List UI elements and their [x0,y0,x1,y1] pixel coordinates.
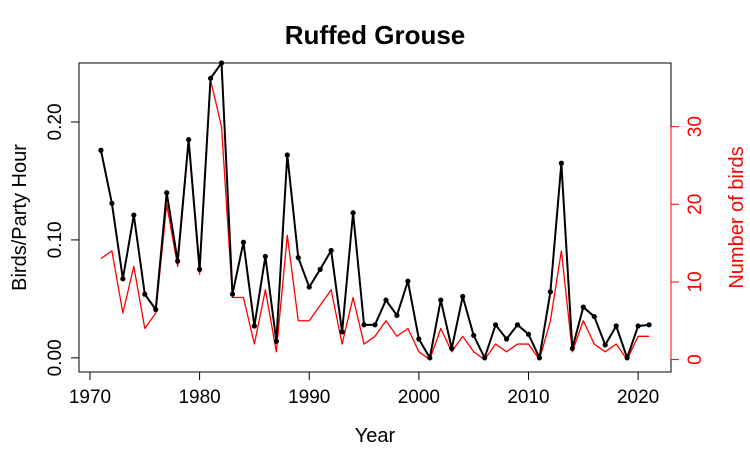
data-point [558,160,564,166]
data-point [350,210,356,216]
y2-tick-label: 20 [685,194,706,215]
y-tick-label: 0.10 [45,221,66,258]
data-point [569,345,575,352]
data-point [503,336,510,342]
data-point [153,306,159,313]
data-point [613,323,619,329]
data-point [449,345,455,352]
data-point [492,322,499,328]
data-point [372,322,378,328]
data-point [394,312,400,318]
y2-axis-label: Number of birds [726,146,748,288]
y-tick-label: 0.00 [45,339,66,376]
data-point [196,266,203,272]
data-point [361,322,367,328]
data-point [602,342,608,348]
data-point [438,297,444,303]
data-point [580,304,586,310]
data-point [251,323,258,329]
data-point [175,258,181,264]
data-point [482,355,488,361]
data-point [109,200,115,206]
x-tick-label: 1980 [178,387,220,408]
series-layer [98,60,652,361]
data-point [383,297,389,303]
y2-tick-label: 0 [685,354,706,365]
data-point [646,322,652,328]
data-point [120,276,126,282]
data-point [98,147,104,153]
data-point [514,322,521,328]
data-point [240,239,247,245]
data-point [624,355,630,361]
x-tick-label: 2000 [398,387,440,408]
x-tick-label: 2010 [507,387,549,408]
data-point [471,332,477,339]
y2-tick-label: 30 [685,116,706,137]
y-axis-label: Birds/Party Hour [9,144,31,291]
number-of-birds-line [100,79,650,361]
data-point [405,278,411,284]
data-point [131,212,137,218]
data-point [427,355,433,361]
data-point [284,152,290,158]
data-point [306,284,312,290]
data-point [186,137,192,143]
x-tick-label: 2020 [617,387,659,408]
x-axis: 1970 1980 1990 2000 2010 2020 [69,372,659,408]
data-point [591,313,597,320]
data-point [328,247,334,254]
data-point [229,291,236,297]
data-point [142,291,148,297]
y2-tick-label: 10 [685,271,706,292]
y-axis-left: 0.00 0.10 0.20 [45,103,79,376]
y-tick-label: 0.20 [45,103,66,140]
data-point [460,293,466,300]
y-axis-right: 0 10 20 30 [670,116,706,365]
data-point [635,323,641,329]
data-point [164,190,170,196]
data-point [207,75,214,81]
data-point [295,254,301,261]
data-point [273,338,279,344]
chart-title: Ruffed Grouse [285,20,466,50]
data-point [218,60,225,66]
x-axis-label: Year [355,425,396,447]
data-point [536,355,543,361]
x-tick-label: 1970 [69,387,111,408]
birds-per-party-hour-line [99,62,650,359]
x-tick-label: 1990 [288,387,330,408]
data-point [547,289,554,295]
data-point [317,266,323,272]
data-point [416,336,422,342]
data-point [262,253,268,260]
data-point [525,331,532,337]
data-point [339,329,345,335]
